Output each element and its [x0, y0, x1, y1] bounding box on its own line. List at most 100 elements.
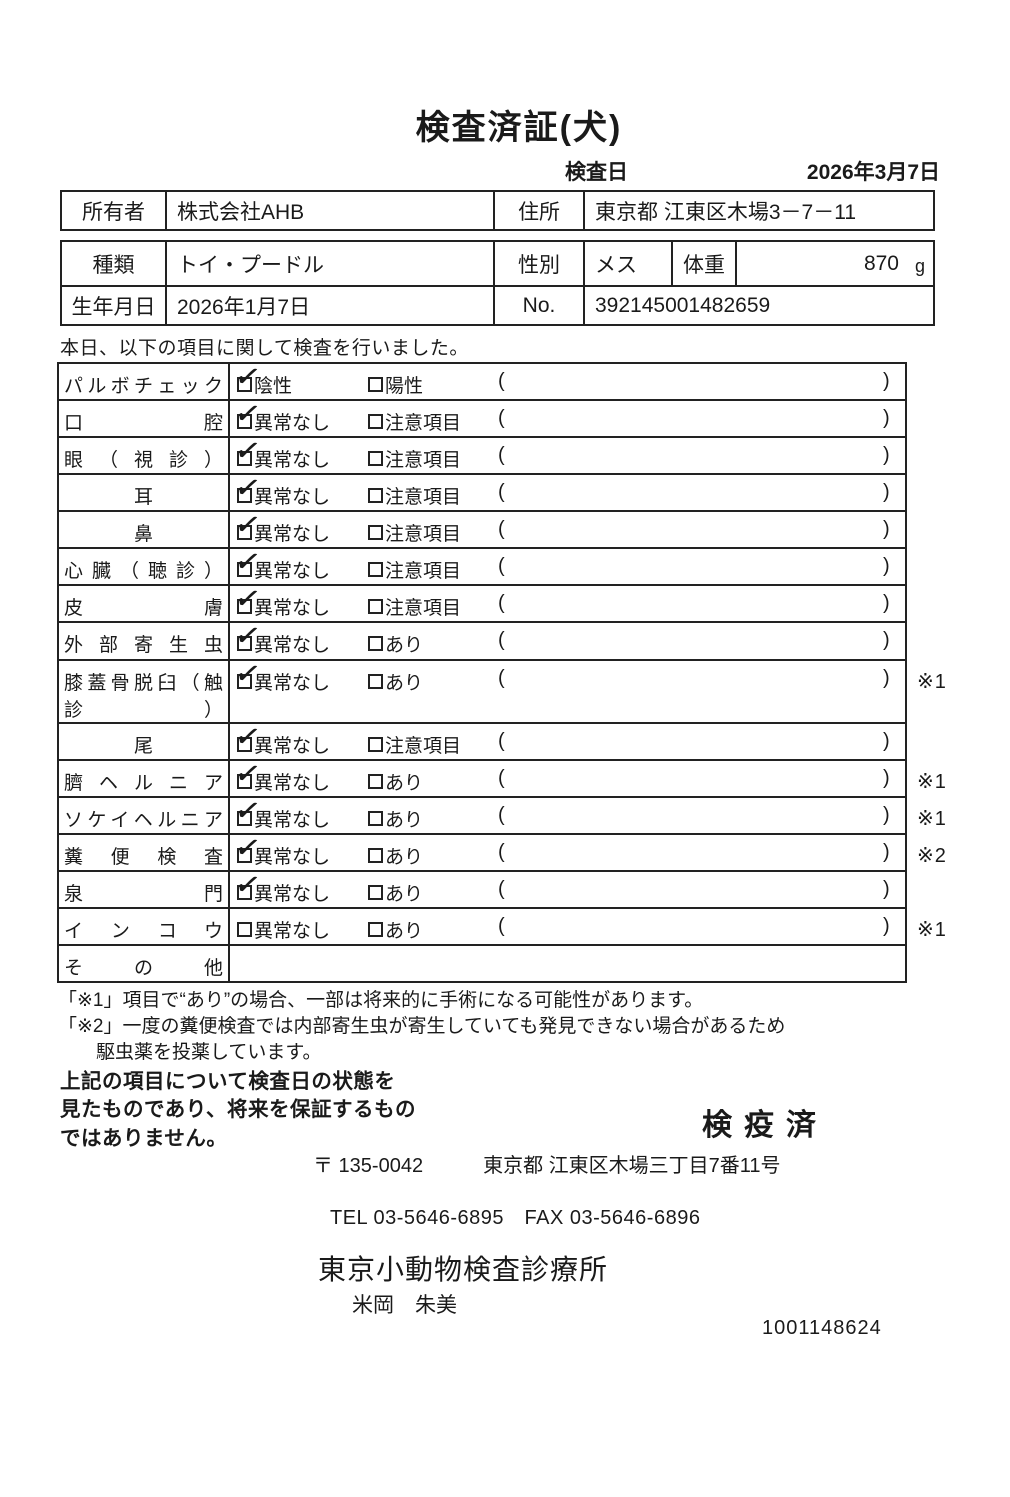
table-row: 外部寄生虫 ✓ 異常なし あり () [59, 616, 905, 659]
option: 陽性 [368, 371, 423, 398]
paren-close: ) [883, 629, 890, 652]
checkbox[interactable]: ✓ [232, 394, 264, 433]
checkbox[interactable]: ✓ [232, 357, 264, 396]
option-label: 注意項目 [385, 487, 462, 509]
checkbox[interactable] [368, 847, 383, 863]
check-mark-icon: ✓ [232, 616, 264, 656]
option: ✓ 異常なし [232, 865, 330, 906]
checkbox[interactable] [368, 736, 383, 752]
option-label: あり [385, 772, 424, 794]
paren-open: ( [498, 914, 505, 937]
weight-value: 870 g [735, 242, 933, 285]
checkbox[interactable] [368, 562, 383, 578]
check-mark-icon: ✓ [232, 790, 264, 830]
disclaimer-line: ではありません。 [60, 1126, 228, 1150]
checkbox[interactable]: ✓ [232, 542, 264, 581]
checkbox[interactable]: ✓ [232, 654, 264, 693]
option: 注意項目 [368, 482, 461, 509]
checkbox[interactable] [368, 525, 383, 541]
weight-label: 体重 [671, 242, 735, 285]
option-label: 異常なし [254, 809, 331, 831]
option: あり [368, 842, 423, 869]
breed-value: トイ・プードル [165, 242, 493, 285]
checkbox[interactable]: ✓ [232, 791, 264, 830]
check-mark-icon: ✓ [232, 505, 264, 545]
check-mark-icon: ✓ [232, 468, 264, 508]
item-label: 眼（視診） [59, 438, 230, 474]
table-row: 臍ヘルニア ✓ 異常なし あり () ※1 [59, 754, 946, 796]
item-options: ✓ 異常なし あり () [230, 754, 905, 796]
option-label: 注意項目 [385, 524, 462, 546]
checkbox[interactable]: ✓ [232, 505, 264, 544]
pet-table: 種類 トイ・プードル 性別 メス 体重 870 g 生年月日 2026年1月7日… [60, 240, 935, 326]
checkbox[interactable] [368, 673, 383, 689]
checkbox[interactable] [368, 414, 383, 430]
check-mark-icon: ✓ [232, 542, 264, 582]
disclaimer-line: 上記の項目について検査日の状態を [60, 1070, 396, 1093]
item-label: 糞便検査 [59, 834, 230, 870]
option: あり [368, 768, 423, 795]
paren-close: ) [883, 914, 890, 937]
paren-open: ( [498, 840, 505, 863]
checkbox[interactable] [368, 636, 383, 652]
option: ✓ 異常なし [232, 791, 331, 832]
checkbox[interactable]: ✓ [232, 828, 264, 867]
checkbox[interactable]: ✓ [232, 754, 264, 793]
inspection-date-label: 検査日 [565, 161, 628, 184]
checkbox[interactable]: ✓ [232, 616, 264, 655]
checkbox[interactable] [368, 884, 383, 900]
option: 注意項目 [368, 408, 461, 435]
checkbox[interactable]: ✓ [232, 579, 264, 618]
option: 注意項目 [368, 593, 461, 620]
checkbox[interactable]: ✓ [232, 468, 264, 507]
table-row: 尾 ✓ 異常なし 注意項目 () [59, 717, 905, 759]
pet-table-row-1: 種類 トイ・プードル 性別 メス 体重 870 g [62, 242, 933, 285]
checkbox[interactable] [368, 810, 383, 826]
item-options: ✓ 異常なし あり () [230, 654, 905, 722]
option-label: 異常なし [254, 524, 331, 546]
option: あり [368, 879, 423, 906]
serial-number: 1001148624 [762, 1317, 882, 1339]
checkbox[interactable] [368, 377, 383, 392]
checkbox[interactable] [368, 451, 383, 467]
option: 注意項目 [368, 519, 461, 546]
option-label: 異常なし [254, 450, 331, 472]
checkbox[interactable] [368, 773, 383, 789]
paren-open: ( [498, 629, 505, 652]
checkbox[interactable] [368, 599, 383, 615]
option: ✓ 陰性 [232, 357, 292, 398]
paren-close: ) [883, 481, 890, 504]
item-options: ✓ 異常なし 注意項目 () [230, 542, 905, 584]
footnote-ref: ※1 [917, 807, 947, 830]
checkbox[interactable]: ✓ [232, 431, 264, 470]
checkbox[interactable]: ✓ [232, 717, 264, 756]
item-label: 臍ヘルニア [59, 760, 230, 796]
item-options: ✓ 異常なし 注意項目 () [230, 468, 905, 510]
checkbox[interactable] [368, 488, 383, 504]
postal-address-line: 〒 135-0042 東京都 江東区木場三丁目7番11号 [313, 1155, 781, 1177]
paren-close: ) [883, 370, 890, 392]
option: 注意項目 [368, 731, 461, 758]
paren-open: ( [498, 370, 505, 392]
option: あり [368, 668, 423, 695]
paren-open: ( [498, 555, 505, 578]
item-options: ✓ 陰性 陽性 () [230, 357, 905, 399]
paren-close: ) [883, 444, 890, 467]
option-label: あり [385, 672, 424, 694]
checkbox[interactable] [368, 921, 383, 937]
paren-open: ( [498, 877, 505, 900]
item-label: その他 [59, 945, 230, 981]
veterinarian-name: 米岡 朱美 [352, 1294, 457, 1317]
disclaimer: 上記の項目について検査日の状態を 見たものであり、将来を保証するもの ではありま… [60, 1068, 416, 1153]
quarantine-stamp: 検疫済 [702, 1109, 828, 1142]
item-options: ✓ 異常なし 注意項目 () [230, 431, 905, 473]
checkbox[interactable]: ✓ [232, 865, 264, 904]
pet-table-row-2: 生年月日 2026年1月7日 No. 392145001482659 [62, 285, 933, 324]
item-options: ✓ 異常なし 注意項目 () [230, 579, 905, 621]
check-mark-icon: ✓ [232, 864, 264, 904]
check-mark-icon: ✓ [232, 579, 264, 619]
item-options: ✓ 異常なし あり () [230, 616, 905, 658]
checkbox[interactable] [237, 921, 252, 937]
table-row: ソケイヘルニア ✓ 異常なし あり () ※1 [59, 791, 946, 833]
option-label: あり [385, 809, 424, 831]
